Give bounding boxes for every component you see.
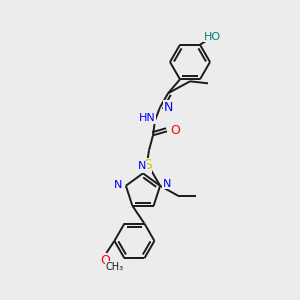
Text: N: N (163, 101, 173, 114)
Text: N: N (163, 179, 171, 189)
Text: S: S (142, 158, 152, 172)
Text: CH₃: CH₃ (105, 262, 124, 272)
Text: HN: HN (139, 113, 155, 123)
Text: O: O (170, 124, 180, 137)
Text: N: N (138, 161, 146, 171)
Text: O: O (100, 254, 110, 267)
Text: N: N (114, 180, 122, 190)
Text: HO: HO (203, 32, 220, 42)
